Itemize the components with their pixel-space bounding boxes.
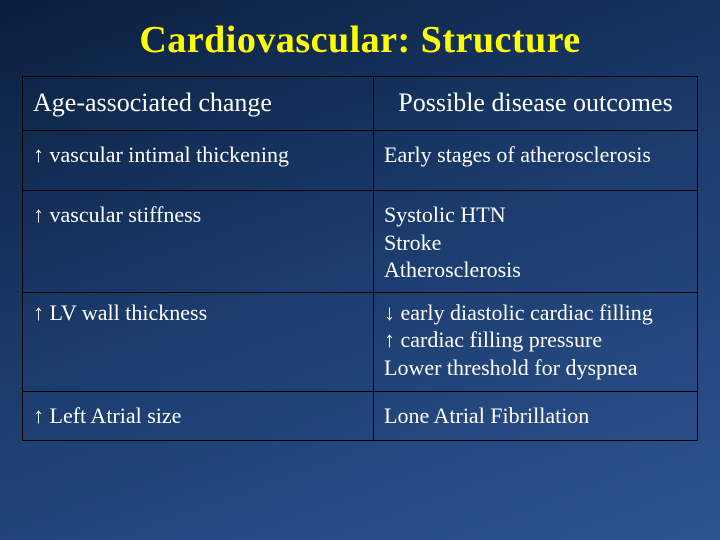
cell-change: ↑ vascular intimal thickening [23, 130, 374, 191]
col-header-outcome: Possible disease outcomes [374, 77, 698, 131]
table-header-row: Age-associated change Possible disease o… [23, 77, 698, 131]
slide: Cardiovascular: Structure Age-associated… [0, 0, 720, 540]
cell-outcome: Systolic HTNStrokeAtherosclerosis [374, 191, 698, 293]
cell-outcome: ↓ early diastolic cardiac filling↑ cardi… [374, 292, 698, 392]
cell-outcome: Lone Atrial Fibrillation [374, 392, 698, 441]
cell-change: ↑ vascular stiffness [23, 191, 374, 293]
cell-change: ↑ Left Atrial size [23, 392, 374, 441]
table-row: ↑ vascular intimal thickening Early stag… [23, 130, 698, 191]
cell-outcome: Early stages of atherosclerosis [374, 130, 698, 191]
table-row: ↑ vascular stiffness Systolic HTNStrokeA… [23, 191, 698, 293]
table-row: ↑ LV wall thickness ↓ early diastolic ca… [23, 292, 698, 392]
slide-title: Cardiovascular: Structure [22, 18, 698, 62]
table-row: ↑ Left Atrial size Lone Atrial Fibrillat… [23, 392, 698, 441]
content-table: Age-associated change Possible disease o… [22, 76, 698, 441]
col-header-change: Age-associated change [23, 77, 374, 131]
cell-change: ↑ LV wall thickness [23, 292, 374, 392]
